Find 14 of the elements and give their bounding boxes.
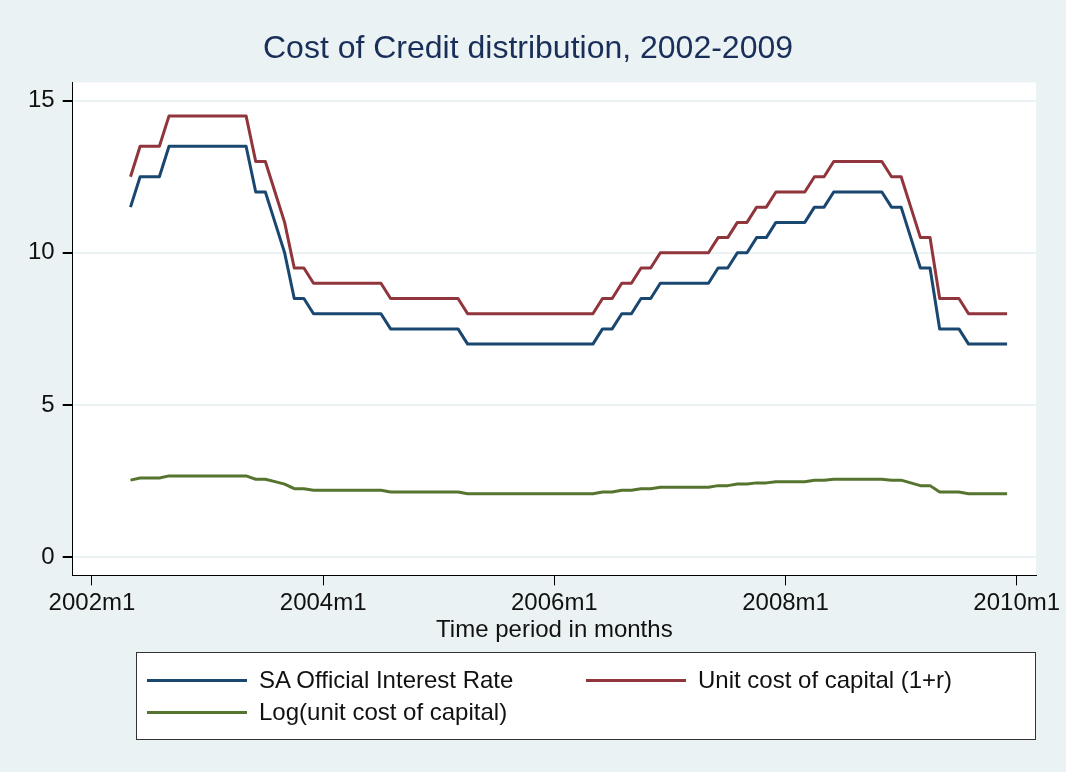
legend-label: Unit cost of capital (1+r) xyxy=(698,666,953,694)
y-tick-label: 15 xyxy=(27,85,55,113)
x-tick-label: 2002m1 xyxy=(48,588,136,616)
chart-title: Cost of Credit distribution, 2002-2009 xyxy=(262,29,794,66)
legend-label: SA Official Interest Rate xyxy=(259,666,514,694)
x-tick-label: 2004m1 xyxy=(279,588,367,616)
x-axis-title: Time period in months xyxy=(436,615,673,643)
y-tick-label: 5 xyxy=(41,389,55,417)
y-tick-label: 0 xyxy=(41,541,55,569)
x-tick-label: 2010m1 xyxy=(973,588,1061,616)
y-tick-label: 10 xyxy=(27,237,55,265)
legend-label: Log(unit cost of capital) xyxy=(259,698,508,726)
x-tick-label: 2008m1 xyxy=(742,588,829,616)
x-tick-label: 2006m1 xyxy=(510,588,598,616)
